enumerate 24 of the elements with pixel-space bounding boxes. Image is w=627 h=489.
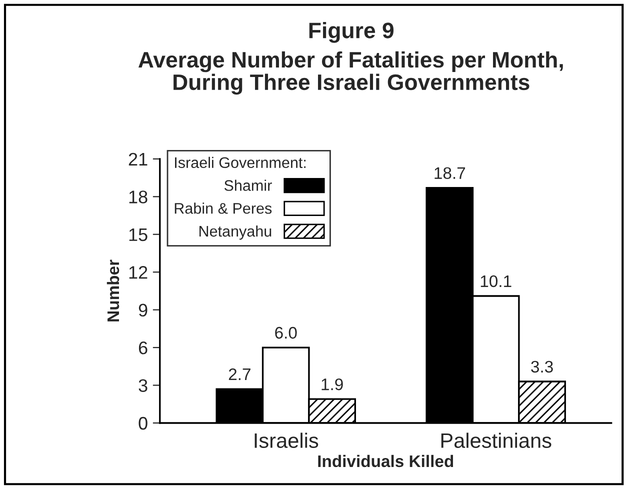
data-label: 1.9 xyxy=(322,378,343,390)
data-label: 10.1 xyxy=(480,275,512,288)
legend-title: Israeli Government: xyxy=(175,156,306,168)
legend-label: Rabin & Peres xyxy=(174,202,272,214)
legend-label: Netanyahu xyxy=(200,225,272,240)
y-tick-label: 18 xyxy=(129,190,148,204)
data-label: 2.7 xyxy=(228,368,250,380)
x-tick-label: Palestinians xyxy=(441,432,552,448)
y-tick-label: 9 xyxy=(138,304,148,317)
y-tick-label: 15 xyxy=(129,228,148,242)
y-tick-label: 3 xyxy=(138,379,148,392)
y-axis-title: Number xyxy=(106,260,120,322)
chart-subtitle: Average Number of Fatalities per Month, During Three Israeli Governments xyxy=(138,51,563,95)
chart-title: Figure 9 xyxy=(309,22,394,43)
y-tick-label: 6 xyxy=(138,341,148,354)
y-tick-label: 12 xyxy=(129,266,148,279)
x-axis-title: Individuals Killed xyxy=(318,454,454,468)
y-tick-label: 0 xyxy=(138,416,148,430)
legend-label: Shamir xyxy=(224,180,272,191)
data-label: 6.0 xyxy=(275,326,297,339)
data-label: 18.7 xyxy=(434,167,466,179)
data-label: 3.3 xyxy=(531,360,553,373)
x-tick-label: Israelis xyxy=(254,432,318,448)
y-tick-label: 21 xyxy=(128,152,148,166)
